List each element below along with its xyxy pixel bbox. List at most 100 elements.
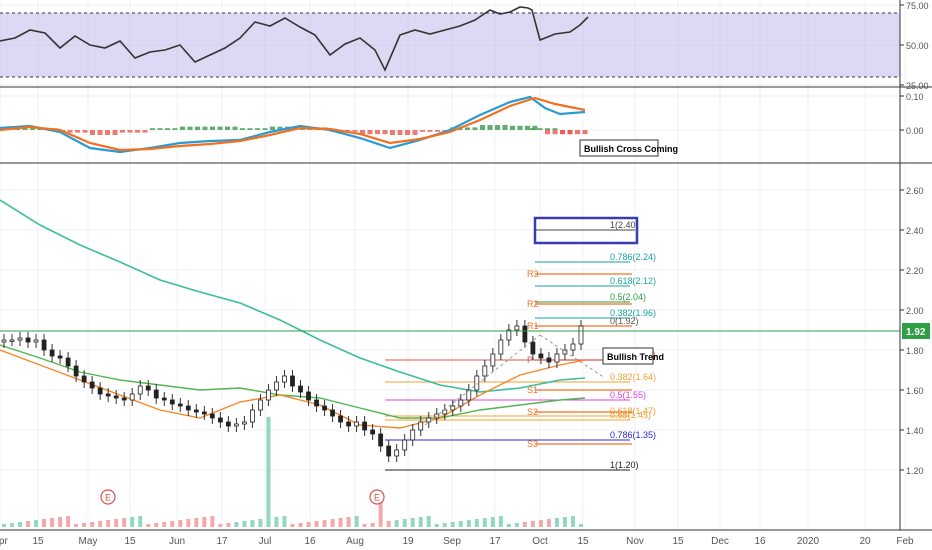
candle-body	[378, 433, 384, 447]
x-tick-label: 15	[672, 536, 684, 547]
macd-hist-bar	[187, 126, 193, 130]
candle-body	[217, 417, 223, 423]
macd-hist-bar	[510, 125, 515, 130]
candle-body	[498, 339, 504, 355]
volume-bars	[2, 417, 583, 527]
candle-body	[242, 421, 247, 425]
macd-hist-bar	[575, 130, 580, 135]
x-tick-label: Apr	[0, 536, 8, 547]
candle-body	[266, 389, 271, 401]
earnings-marker-label: E	[374, 493, 380, 503]
macd-tick-label: 0.00	[906, 126, 924, 136]
pivot-label: R3	[527, 269, 539, 279]
volume-bar	[330, 519, 335, 527]
candle-body	[274, 381, 279, 391]
volume-bar	[562, 517, 567, 527]
volume-bar	[506, 524, 511, 527]
x-tick-label: 16	[754, 536, 766, 547]
volume-bar	[442, 523, 447, 527]
volume-bar	[346, 517, 351, 527]
x-tick-label: Feb	[896, 536, 914, 547]
volume-bar	[402, 519, 407, 527]
chart-grid	[0, 0, 906, 530]
trend-dash	[424, 334, 541, 426]
volume-bar	[322, 520, 327, 527]
macd-hist-bar	[427, 130, 433, 132]
macd-hist-bar	[435, 130, 440, 132]
macd-hist-bar	[30, 128, 35, 130]
macd-hist-bar	[240, 128, 245, 130]
volume-bar	[122, 518, 127, 527]
fib-level-label: 0(1.92)	[610, 316, 639, 326]
candle-body	[442, 409, 448, 415]
volume-bar	[66, 516, 71, 527]
volume-bar	[2, 524, 6, 527]
macd-hist-bar	[270, 126, 275, 130]
macd-hist-bar	[495, 125, 500, 130]
volume-bar	[298, 523, 303, 527]
fib-level-label: 0.786(1.35)	[610, 430, 656, 440]
fib-level-label: 0.786(2.24)	[610, 252, 656, 262]
x-tick-label: 15	[124, 536, 136, 547]
price-annotation-box	[602, 347, 654, 365]
fib-target-box	[533, 216, 639, 245]
macd-hist-bar	[525, 125, 530, 130]
candle-body	[338, 415, 343, 423]
candle-body	[169, 399, 175, 405]
x-tick-label: 17	[489, 536, 501, 547]
x-tick-label: Oct	[532, 536, 548, 547]
volume-bar	[258, 519, 263, 527]
volume-bar	[210, 516, 215, 527]
candle-body	[546, 357, 552, 363]
macd-hist-bar	[262, 128, 268, 130]
candle-body	[370, 429, 376, 435]
candle-body	[81, 375, 87, 383]
candle-body	[306, 391, 311, 401]
macd-hist-bar	[150, 128, 155, 130]
candle-body	[233, 423, 239, 427]
volume-bar	[570, 516, 575, 527]
ma100-line	[0, 199, 586, 393]
candle-body	[354, 421, 360, 427]
volume-bar	[378, 497, 383, 527]
candlesticks	[1, 320, 584, 462]
x-tick-label: Nov	[626, 536, 644, 547]
macd-hist-bar	[405, 130, 410, 135]
candle-body	[145, 385, 151, 391]
candle-body	[514, 325, 520, 331]
volume-bar	[50, 518, 55, 527]
volume-bar	[466, 520, 471, 527]
fib-level-label: 0.65(1.45)	[610, 410, 651, 420]
volume-bar	[482, 518, 487, 527]
macd-hist-bar	[277, 126, 283, 130]
volume-bar	[90, 522, 95, 527]
volume-bar	[458, 521, 463, 527]
macd-hist-bar	[537, 128, 543, 130]
macd-hist-bar	[582, 130, 588, 135]
last-price-tag	[902, 323, 930, 339]
ma50-line	[0, 344, 586, 419]
pivot-label: S3	[527, 439, 538, 449]
candle-body	[185, 405, 191, 411]
macd-hist-bar	[22, 127, 28, 130]
macd-hist-bar	[255, 128, 260, 130]
volume-bar	[474, 519, 479, 527]
candle-body	[490, 353, 496, 367]
macd-hist-bar	[480, 125, 485, 130]
candle-body	[49, 349, 55, 357]
volume-bar	[130, 517, 135, 527]
macd-hist-bar	[120, 130, 125, 133]
macd-hist-bar	[180, 126, 185, 130]
candle-body	[570, 343, 576, 351]
macd-hist-bar	[532, 125, 538, 130]
macd-hist-bar	[127, 130, 133, 133]
rsi-line	[0, 6, 589, 72]
macd-signal-line	[0, 96, 586, 152]
volume-bar	[106, 520, 111, 527]
volume-bar	[274, 517, 279, 527]
volume-bar	[498, 516, 503, 527]
macd-hist-bar	[412, 130, 418, 135]
earnings-marker-label: E	[105, 493, 111, 503]
candle-body	[105, 393, 111, 397]
